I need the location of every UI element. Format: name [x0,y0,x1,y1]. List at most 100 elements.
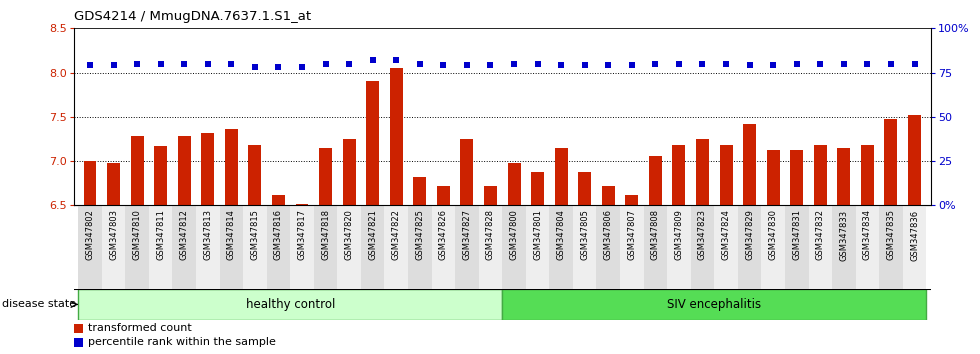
Bar [885,119,898,205]
Point [507,61,522,67]
Bar [531,172,544,205]
Text: GSM347834: GSM347834 [863,210,872,261]
Bar [903,205,926,289]
Text: GSM347811: GSM347811 [156,210,166,260]
Point [906,61,922,67]
Text: GSM347829: GSM347829 [745,210,754,260]
Bar [172,205,196,289]
Bar [437,186,450,205]
Text: GSM347831: GSM347831 [792,210,802,261]
Bar [267,205,290,289]
Text: GSM347816: GSM347816 [274,210,283,261]
Text: GSM347832: GSM347832 [815,210,825,261]
Bar [431,205,455,289]
Bar [484,186,497,205]
Bar [149,205,172,289]
Point [341,61,357,67]
Point [859,61,875,67]
Text: GSM347835: GSM347835 [887,210,896,261]
Text: GSM347812: GSM347812 [179,210,189,260]
Bar [908,115,921,205]
Bar [761,205,785,289]
Text: GSM347805: GSM347805 [580,210,589,260]
Bar [691,205,714,289]
Point [318,61,333,67]
Bar [620,205,644,289]
Point [554,63,569,68]
Point [294,64,310,70]
Bar [743,124,757,205]
Point [718,61,734,67]
Bar [107,163,120,205]
Bar [738,205,761,289]
Text: GDS4214 / MmugDNA.7637.1.S1_at: GDS4214 / MmugDNA.7637.1.S1_at [74,10,311,23]
Point [129,61,145,67]
Point [648,61,663,67]
Text: transformed count: transformed count [88,323,192,333]
Bar [408,205,431,289]
Bar [78,205,102,289]
Text: disease state: disease state [2,299,76,309]
Bar [879,205,903,289]
Bar [555,148,567,205]
Point [247,64,263,70]
Bar [461,139,473,205]
Point [412,61,427,67]
Bar [361,205,384,289]
Point [200,61,216,67]
Point [765,63,781,68]
Bar [667,205,691,289]
Bar [102,205,125,289]
Bar [337,205,361,289]
Text: percentile rank within the sample: percentile rank within the sample [88,337,276,347]
Text: GSM347833: GSM347833 [839,210,849,261]
Point [223,61,239,67]
Bar [837,148,851,205]
Text: GSM347809: GSM347809 [674,210,683,260]
Bar [502,205,526,289]
Bar [719,145,732,205]
Text: GSM347802: GSM347802 [85,210,94,260]
Bar [78,289,502,320]
Text: healthy control: healthy control [246,298,335,311]
Text: GSM347814: GSM347814 [226,210,236,260]
Bar [832,205,856,289]
Bar [220,205,243,289]
Bar [196,205,220,289]
Bar [508,163,520,205]
Text: GSM347826: GSM347826 [439,210,448,261]
Text: GSM347823: GSM347823 [698,210,707,261]
Bar [714,205,738,289]
Bar [526,205,550,289]
Bar [125,205,149,289]
Bar [649,156,662,205]
Bar [83,161,96,205]
Point [789,61,805,67]
Bar [455,205,478,289]
Bar [296,204,309,205]
Point [601,63,616,68]
Bar [201,133,215,205]
Point [812,61,828,67]
Bar [248,145,262,205]
Point [482,63,498,68]
Text: GSM347824: GSM347824 [721,210,730,260]
Text: GSM347801: GSM347801 [533,210,542,260]
Text: GSM347800: GSM347800 [510,210,518,260]
Bar [602,186,614,205]
Point [836,61,852,67]
Bar [390,68,403,205]
Bar [672,145,685,205]
Bar [414,177,426,205]
Text: GSM347836: GSM347836 [910,210,919,261]
Point [577,63,593,68]
Point [435,63,451,68]
Text: GSM347807: GSM347807 [627,210,636,261]
Point [624,63,640,68]
Bar [790,150,804,205]
Text: GSM347820: GSM347820 [345,210,354,260]
Text: GSM347822: GSM347822 [392,210,401,260]
Text: GSM347827: GSM347827 [463,210,471,261]
Text: GSM347830: GSM347830 [768,210,778,261]
Bar [367,81,379,205]
